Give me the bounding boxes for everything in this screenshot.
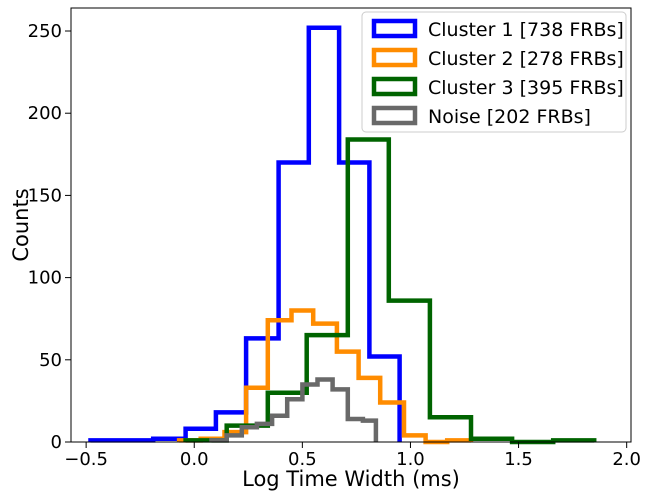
y-tick-label: 250: [28, 21, 62, 42]
y-tick-label: 100: [28, 268, 62, 289]
legend-swatch-3: [371, 76, 418, 97]
y-axis-ticks: 0 50 100 150 200 250: [28, 21, 71, 453]
plot-area-frame: [70, 7, 632, 443]
x-axis-ticks: −0.5 0.0 0.5 1.0 1.5 2.0: [64, 442, 641, 470]
legend-label-4: Noise [202 FRBs]: [428, 106, 591, 128]
series-1-histogram: [88, 25, 402, 443]
legend-label-2: Cluster 2 [278 FRBs]: [428, 48, 624, 70]
series-4-histogram: [209, 377, 379, 443]
x-axis-label: Log Time Width (ms): [242, 467, 460, 491]
y-axis-label: Counts: [9, 188, 33, 261]
legend-swatch-1: [371, 18, 418, 39]
legend-label-1: Cluster 1 [738 FRBs]: [428, 19, 624, 41]
x-tick-label: 2.0: [612, 449, 641, 470]
legend-swatch-4: [371, 105, 418, 126]
y-tick-label: 50: [39, 350, 62, 371]
legend-swatch-2: [371, 47, 418, 68]
y-tick-label: 150: [28, 185, 62, 206]
legend: Cluster 1 [738 FRBs] Cluster 2 [278 FRBs]…: [361, 11, 627, 133]
x-tick-label: 0.5: [288, 449, 317, 470]
y-tick-label: 0: [51, 432, 62, 453]
x-tick-label: 1.5: [504, 449, 533, 470]
x-tick-label: 1.0: [396, 449, 425, 470]
x-tick-label: 0.0: [180, 449, 209, 470]
legend-label-3: Cluster 3 [395 FRBs]: [428, 77, 624, 99]
legend-box: [361, 11, 627, 133]
x-tick-label: −0.5: [64, 449, 108, 470]
y-tick-label: 200: [28, 103, 62, 124]
